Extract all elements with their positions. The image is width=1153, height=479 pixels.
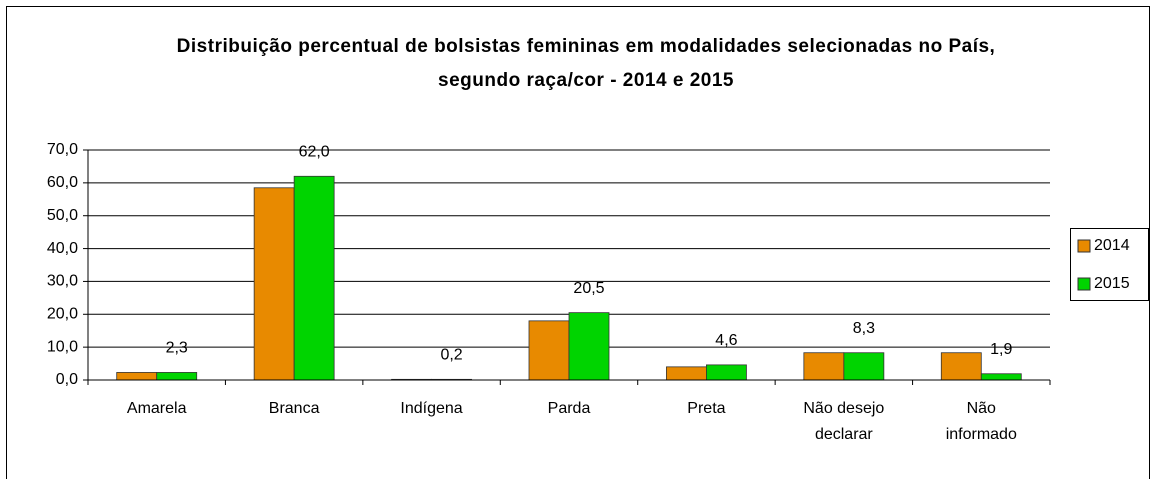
y-tick-label: 10,0 bbox=[47, 338, 78, 355]
bar bbox=[843, 352, 885, 381]
legend-swatch bbox=[1077, 277, 1091, 291]
data-label: 20,5 bbox=[573, 280, 604, 297]
y-tick-label: 50,0 bbox=[47, 207, 78, 224]
data-label: 0,2 bbox=[440, 347, 462, 364]
data-label: 8,3 bbox=[853, 320, 875, 337]
x-tick-label: Branca bbox=[268, 400, 320, 417]
chart-frame bbox=[6, 6, 1150, 479]
legend-swatch bbox=[1077, 239, 1091, 253]
bar bbox=[568, 312, 610, 381]
y-tick-label: 70,0 bbox=[47, 141, 78, 158]
legend-label: 2014 bbox=[1094, 237, 1130, 254]
bar bbox=[706, 364, 747, 381]
x-tick-label: Preta bbox=[687, 400, 726, 417]
data-label: 62,0 bbox=[299, 144, 330, 161]
chart-title: Distribuição percentual de bolsistas fem… bbox=[176, 36, 996, 91]
legend-label: 2015 bbox=[1094, 275, 1130, 292]
y-tick-label: 60,0 bbox=[47, 174, 78, 191]
data-label: 1,9 bbox=[990, 341, 1012, 358]
y-tick-label: 30,0 bbox=[47, 273, 78, 290]
x-tick-label: Parda bbox=[547, 400, 591, 417]
x-tick-label: Não desejo declarar bbox=[803, 400, 885, 443]
bar bbox=[803, 352, 845, 381]
bar bbox=[293, 175, 335, 381]
y-tick-label: 0,0 bbox=[56, 371, 78, 388]
x-tick-label: Indígena bbox=[400, 400, 463, 417]
y-tick-label: 40,0 bbox=[47, 240, 78, 257]
bar bbox=[940, 352, 982, 381]
data-label: 2,3 bbox=[166, 340, 188, 357]
bar bbox=[253, 187, 295, 381]
bar bbox=[116, 372, 158, 381]
y-tick-label: 20,0 bbox=[47, 306, 78, 323]
bar bbox=[980, 373, 1022, 381]
bar bbox=[666, 366, 707, 381]
bar bbox=[528, 320, 570, 381]
bar bbox=[156, 372, 198, 381]
data-label: 4,6 bbox=[715, 332, 737, 349]
x-tick-label: Amarela bbox=[126, 400, 187, 417]
x-tick-label: Não informado bbox=[945, 400, 1017, 443]
